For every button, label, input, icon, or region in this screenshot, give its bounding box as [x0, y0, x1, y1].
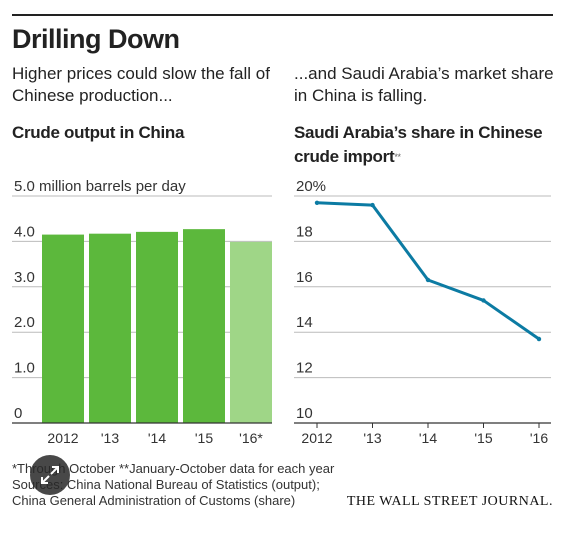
line-xtick-label: '15 — [474, 430, 492, 446]
line-point — [536, 336, 542, 342]
bar-ytick-label: 0 — [14, 405, 22, 422]
bar-xtick-label: '16* — [239, 430, 263, 446]
bar-ytick-label: 2.0 — [14, 314, 35, 331]
line-xtick-label: 2012 — [301, 430, 332, 446]
line-series-path — [316, 201, 540, 341]
line-chart-title-text: Saudi Arabia’s share in Chinese crude im… — [294, 123, 543, 166]
wsj-logo: THE WALL STREET JOURNAL. — [346, 494, 553, 509]
bar-ytick-label: 1.0 — [14, 360, 35, 377]
bar — [89, 233, 131, 423]
top-rule — [12, 14, 553, 16]
chart-title-main: Drilling Down — [12, 24, 180, 54]
line-ytick-label: 14 — [296, 314, 313, 331]
expand-button[interactable] — [30, 455, 70, 495]
line-ytick-label: 20% — [296, 178, 326, 195]
footnote-line-2: Sources: China National Bureau of Statis… — [12, 477, 320, 492]
bar-xtick-label: 2012 — [47, 430, 78, 446]
bar — [136, 231, 178, 423]
bar — [42, 234, 84, 423]
expand-arrows-icon — [41, 466, 59, 484]
line-point — [481, 298, 486, 303]
line-ytick-label: 10 — [296, 405, 313, 422]
subtitle-left: Higher prices could slow the fall of Chi… — [12, 64, 270, 105]
footnotes: *Through October **January-October data … — [12, 461, 352, 509]
footnote-line-1: *Through October **January-October data … — [12, 461, 335, 476]
bar-ytick-label: 4.0 — [14, 223, 35, 240]
line-ytick-label: 18 — [296, 223, 313, 240]
bar — [230, 241, 272, 423]
line-xtick-label: '16 — [530, 430, 548, 446]
bar-chart-title: Crude output in China — [12, 123, 185, 142]
line-point — [370, 202, 375, 208]
bar-xtick-label: '13 — [101, 430, 119, 446]
subtitle-right: ...and Saudi Arabia’s market share in Ch… — [294, 64, 554, 105]
line-ytick-label: 12 — [296, 360, 313, 377]
bar-ytick-label: 5.0 million barrels per day — [14, 178, 186, 195]
bar-xtick-label: '14 — [148, 430, 166, 446]
line-xtick-label: '14 — [419, 430, 437, 446]
line-point — [425, 277, 431, 283]
line-ytick-label: 16 — [296, 269, 313, 286]
bar-xtick-label: '15 — [195, 430, 213, 446]
footnote-line-3: China General Administration of Customs … — [12, 493, 296, 508]
bar — [183, 229, 225, 423]
line-point — [314, 200, 320, 206]
line-xtick-label: '13 — [363, 430, 381, 446]
line-chart-title: Saudi Arabia’s share in Chinese crude im… — [294, 121, 564, 169]
bar-ytick-label: 3.0 — [14, 269, 35, 286]
line-chart-title-note: ** — [394, 152, 401, 162]
